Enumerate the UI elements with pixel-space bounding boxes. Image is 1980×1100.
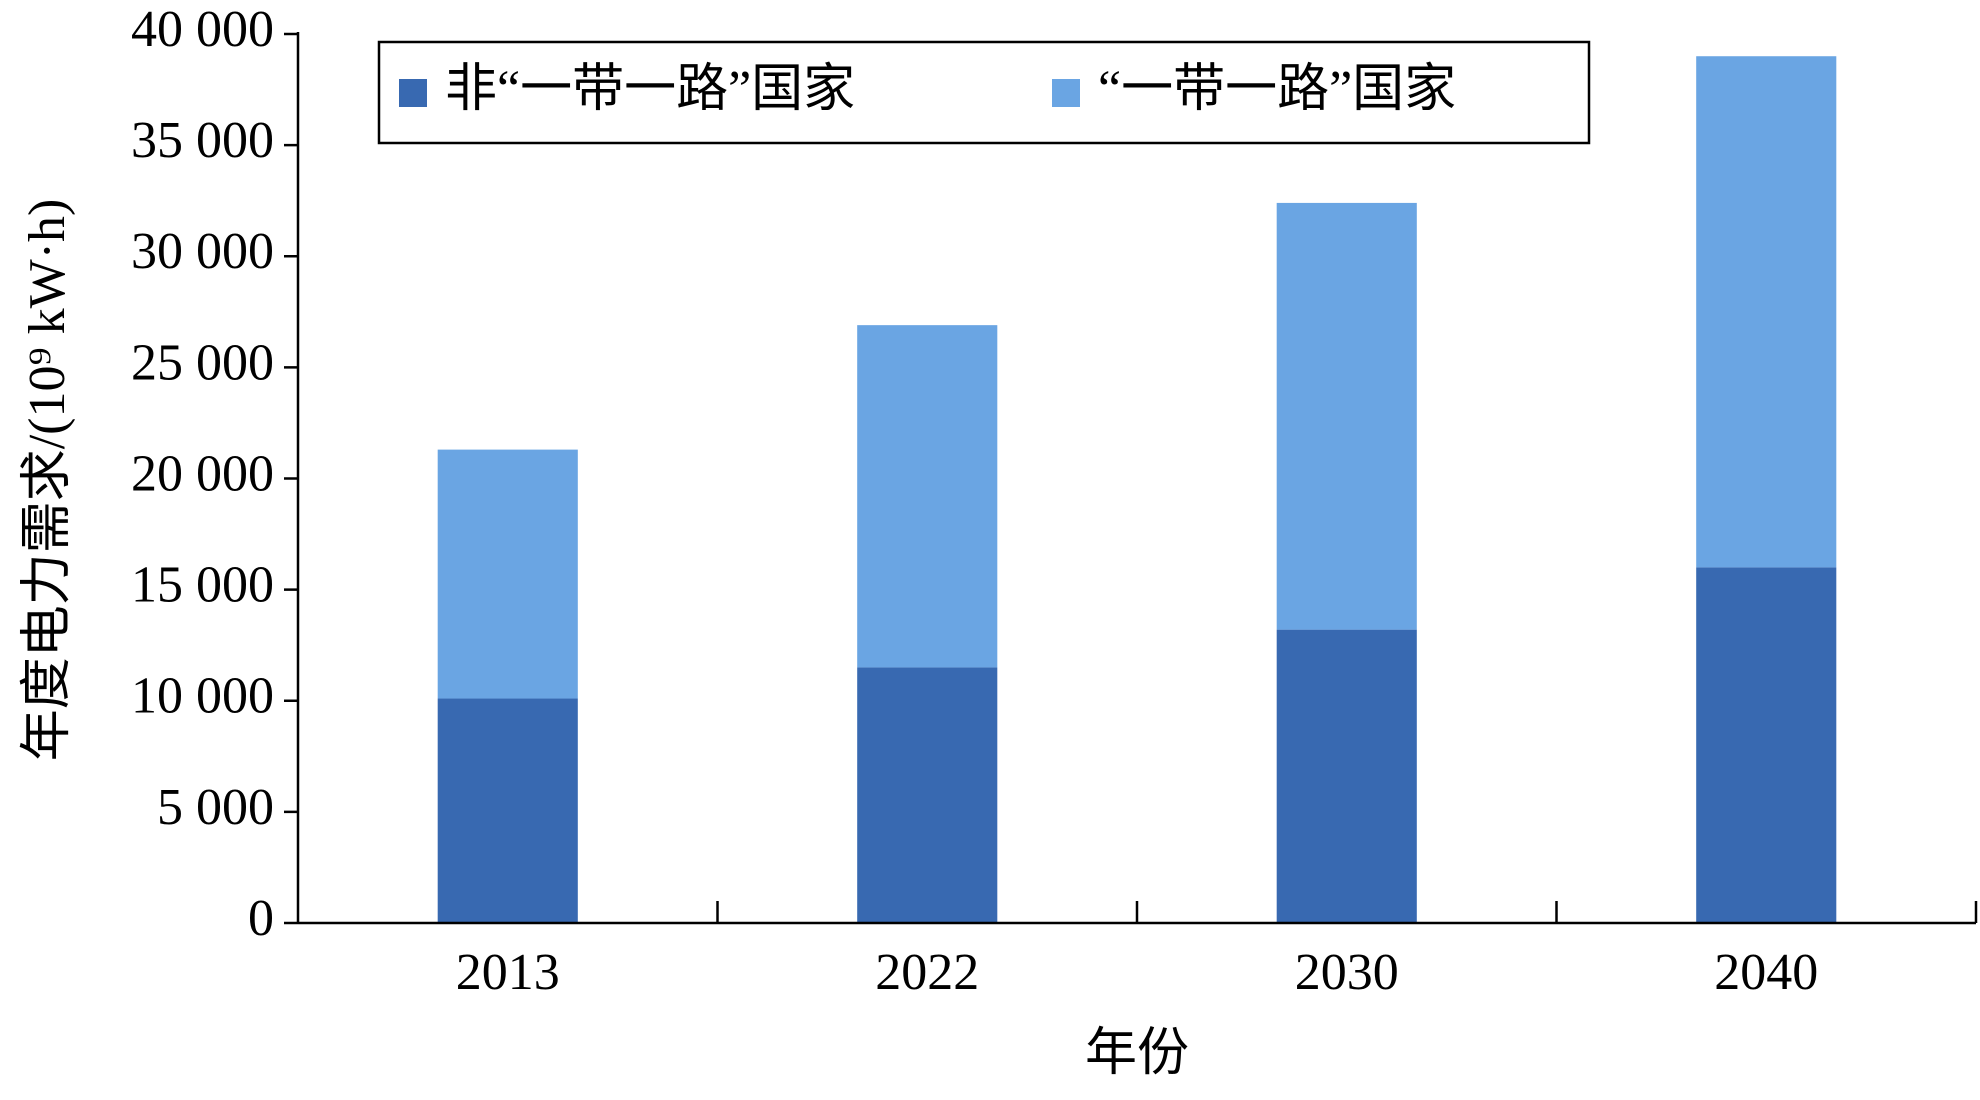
legend-frame [377,40,1591,145]
y-axis-label: 年度电力需求/(10⁹ kW·h) [19,199,76,762]
x-tick-label: 2022 [875,944,979,1001]
legend: 非“一带一路”国家 “一带一路”国家 [377,40,1591,145]
bar-segment [1696,56,1837,568]
y-tick-label: 25 000 [131,334,274,391]
bar-segment [1276,202,1417,630]
legend-swatch [399,79,427,107]
y-tick-label: 5 000 [157,779,274,836]
x-tick-label: 2013 [456,944,560,1001]
x-tick-label: 2030 [1295,944,1399,1001]
bar-segment [1276,629,1417,923]
y-tick-label: 10 000 [131,668,274,725]
bar-segment [437,698,578,923]
x-tick-label: 2040 [1714,944,1818,1001]
legend-label: “一带一路”国家 [1098,61,1456,118]
bar-segment [857,667,998,923]
legend-label: 非“一带一路”国家 [445,61,855,118]
y-tick-label: 0 [248,890,274,947]
y-tick-label: 35 000 [131,112,274,169]
bar-segment [437,449,578,699]
y-tick-label: 40 000 [131,1,274,58]
bar-segment [1696,567,1837,923]
y-tick-label: 20 000 [131,445,274,502]
bar-segment [857,325,998,668]
y-tick-label: 15 000 [131,557,274,614]
y-tick-label: 30 000 [131,223,274,280]
x-axis-label: 年份 [1085,1025,1189,1082]
legend-swatch [1052,79,1080,107]
